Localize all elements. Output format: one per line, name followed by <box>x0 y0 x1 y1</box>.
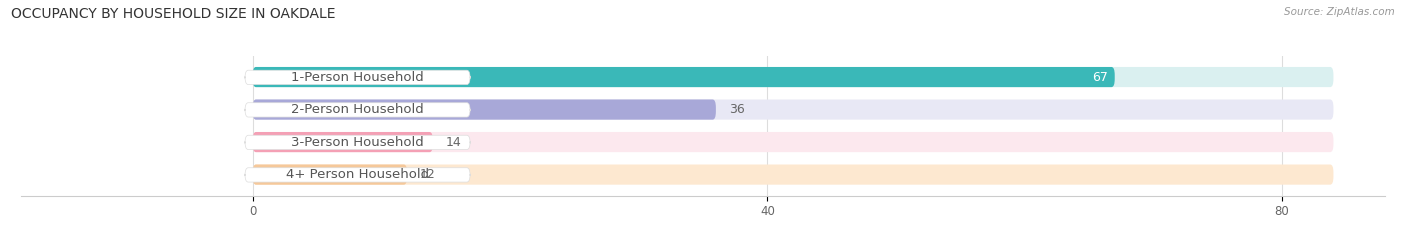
FancyBboxPatch shape <box>253 67 1333 87</box>
FancyBboxPatch shape <box>253 164 1333 185</box>
FancyBboxPatch shape <box>245 103 470 117</box>
FancyBboxPatch shape <box>253 164 408 185</box>
Text: OCCUPANCY BY HOUSEHOLD SIZE IN OAKDALE: OCCUPANCY BY HOUSEHOLD SIZE IN OAKDALE <box>11 7 336 21</box>
FancyBboxPatch shape <box>253 132 1333 152</box>
Text: 4+ Person Household: 4+ Person Household <box>285 168 429 181</box>
Text: 3-Person Household: 3-Person Household <box>291 136 425 149</box>
Text: 2-Person Household: 2-Person Household <box>291 103 425 116</box>
FancyBboxPatch shape <box>253 132 433 152</box>
FancyBboxPatch shape <box>253 99 716 120</box>
Text: Source: ZipAtlas.com: Source: ZipAtlas.com <box>1284 7 1395 17</box>
FancyBboxPatch shape <box>245 135 470 150</box>
Text: 1-Person Household: 1-Person Household <box>291 71 425 84</box>
Text: 67: 67 <box>1092 71 1108 84</box>
FancyBboxPatch shape <box>253 99 1333 120</box>
Text: 36: 36 <box>728 103 745 116</box>
FancyBboxPatch shape <box>253 67 1115 87</box>
FancyBboxPatch shape <box>245 70 470 85</box>
Text: 12: 12 <box>420 168 436 181</box>
FancyBboxPatch shape <box>245 168 470 182</box>
Text: 14: 14 <box>446 136 461 149</box>
